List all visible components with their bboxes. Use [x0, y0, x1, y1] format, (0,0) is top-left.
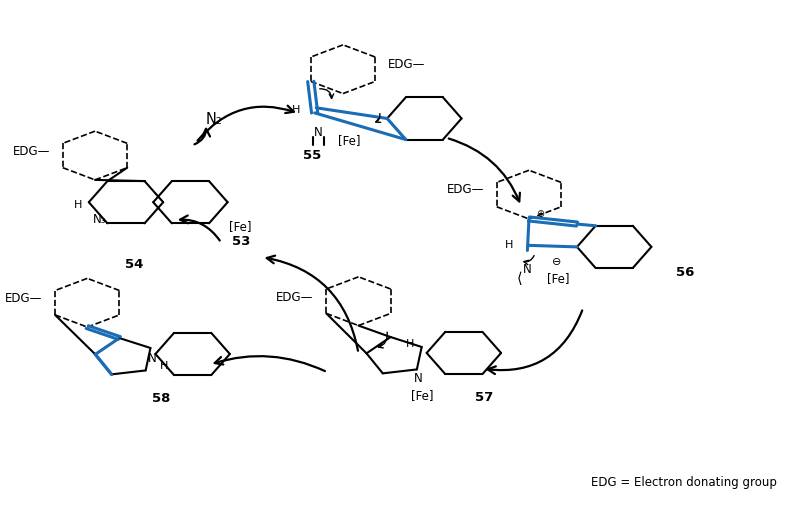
Text: 57: 57: [475, 390, 493, 404]
Text: N: N: [147, 352, 156, 365]
Text: EDG—: EDG—: [13, 145, 50, 158]
Text: 56: 56: [676, 266, 694, 278]
Text: EDG—: EDG—: [388, 58, 426, 71]
Text: 55: 55: [303, 149, 321, 162]
Text: ⟨: ⟨: [516, 271, 523, 286]
Text: [Fe]: [Fe]: [338, 134, 360, 147]
Text: N₂: N₂: [205, 112, 222, 127]
Text: [Fe]: [Fe]: [547, 272, 569, 285]
Text: N: N: [314, 126, 323, 138]
Text: EDG—: EDG—: [276, 291, 313, 304]
Text: ⊖: ⊖: [552, 257, 562, 267]
Text: N: N: [523, 263, 532, 276]
Text: 54: 54: [124, 258, 143, 271]
Text: [Fe]: [Fe]: [230, 220, 252, 233]
Text: H: H: [406, 340, 414, 349]
Text: [Fe]: [Fe]: [410, 389, 433, 402]
Text: H: H: [160, 361, 169, 371]
Text: H: H: [505, 240, 513, 250]
Text: EDG—: EDG—: [446, 183, 484, 196]
Text: ⊕: ⊕: [536, 209, 544, 219]
Text: EDG—: EDG—: [5, 292, 42, 305]
Text: 58: 58: [151, 391, 170, 405]
Text: H: H: [292, 105, 300, 116]
Text: H: H: [74, 200, 83, 210]
Text: N₃: N₃: [92, 213, 106, 227]
Text: EDG = Electron donating group: EDG = Electron donating group: [591, 476, 777, 489]
Text: 53: 53: [231, 235, 250, 248]
Text: N: N: [414, 373, 422, 385]
